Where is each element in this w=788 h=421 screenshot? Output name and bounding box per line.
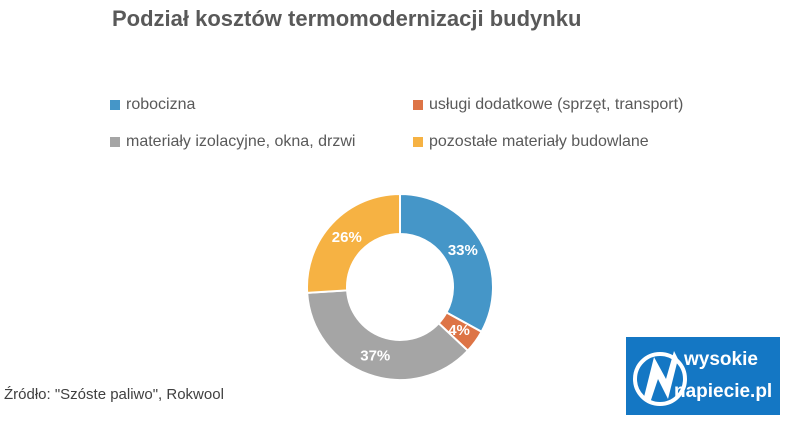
- legend-label: robocizna: [126, 96, 196, 113]
- legend-label: materiały izolacyjne, okna, drzwi: [126, 133, 356, 150]
- chart-title: Podział kosztów termomodernizacji budynk…: [112, 6, 582, 31]
- donut-slice-pozostale-materialy: [306, 192, 401, 294]
- logo-text-line2: napiecie.pl: [674, 381, 773, 402]
- logo-emblem-icon: [633, 351, 687, 406]
- data-label-robocizna: 33%: [448, 242, 478, 259]
- donut-slice-robocizna: [399, 192, 494, 334]
- legend-label: usługi dodatkowe (sprzęt, transport): [429, 96, 684, 113]
- legend-label: pozostałe materiały budowlane: [429, 133, 649, 150]
- source-note: Źródło: "Szóste paliwo", Rokwool: [4, 386, 224, 403]
- legend-swatch: [413, 100, 423, 110]
- legend-item-materialy-izolacyjne: materiały izolacyjne, okna, drzwi: [110, 133, 355, 151]
- data-label-pozostale-materialy: 26%: [332, 229, 362, 246]
- legend-swatch: [110, 137, 120, 147]
- donut-chart: 33% 4% 37% 26%: [306, 192, 494, 381]
- legend-swatch: [413, 137, 423, 147]
- wysokie-napiecie-logo: wysokie napiecie.pl: [626, 337, 780, 415]
- legend: robocizna usługi dodatkowe (sprzęt, tran…: [0, 0, 788, 170]
- legend-item-uslugi-dodatkowe: usługi dodatkowe (sprzęt, transport): [413, 96, 683, 114]
- logo-text-line1: wysokie: [684, 349, 758, 370]
- data-label-uslugi-dodatkowe: 4%: [448, 322, 470, 339]
- data-label-materialy-izolacyjne: 37%: [360, 348, 390, 365]
- legend-item-pozostale-materialy: pozostałe materiały budowlane: [413, 133, 649, 151]
- donut-slice-materialy-izolacyjne: [306, 289, 470, 381]
- legend-item-robocizna: robocizna: [110, 96, 195, 114]
- legend-swatch: [110, 100, 120, 110]
